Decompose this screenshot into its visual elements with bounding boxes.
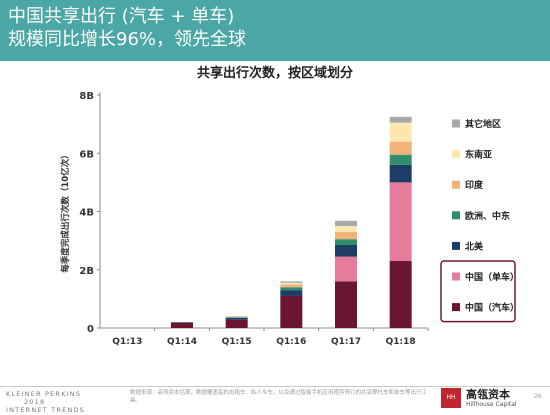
legend-swatch: [452, 211, 460, 220]
x-tick-label: Q1:16: [276, 337, 306, 347]
x-tick-label: Q1:13: [112, 337, 142, 347]
bar-segment: [335, 226, 357, 232]
x-tick-label: Q1:18: [386, 337, 416, 347]
page-subtitle: 规模同比增长96%，领先全球: [8, 29, 247, 50]
bar-segment: [225, 317, 248, 318]
y-tick-label: 4B: [79, 208, 94, 219]
footer-divider: [0, 386, 550, 387]
brand-report: INTERNET TRENDS: [6, 406, 85, 414]
bar-segment: [280, 284, 303, 288]
legend-label: 东南亚: [465, 149, 492, 161]
bar-segment: [389, 182, 412, 262]
x-tick-label: Q1:15: [222, 337, 252, 347]
bar-segment: [389, 122, 412, 142]
bar-segment: [389, 141, 412, 155]
bar-segment: [280, 295, 303, 328]
bar-segment: [335, 239, 357, 245]
bar-segment: [225, 316, 248, 318]
legend-label: 中国（汽车）: [465, 302, 519, 314]
hillhouse-logo-icon: HH: [441, 388, 461, 408]
bar-segment: [389, 164, 412, 183]
legend-label: 北美: [465, 240, 484, 252]
legend-swatch: [452, 303, 460, 312]
title-banner: 中国共享出行 (汽车 + 单车) 规模同比增长96%，领先全球: [0, 0, 550, 61]
bar-segment: [335, 231, 357, 240]
y-axis-label: 每季度完成出行次数（10亿次）: [60, 150, 71, 272]
x-tick-label: Q1:14: [167, 337, 197, 347]
bar-segment: [335, 256, 357, 282]
page-title: 中国共享出行 (汽车 + 单车): [8, 6, 235, 27]
legend-swatch: [452, 180, 460, 189]
chart-title: 共享出行次数，按区域划分: [197, 65, 353, 81]
x-tick-label: Q1:17: [331, 337, 361, 347]
legend-swatch: [452, 150, 460, 159]
y-tick-label: 0: [87, 324, 94, 335]
legend-swatch: [452, 272, 460, 281]
y-tick-label: 8B: [79, 91, 94, 102]
bar-segment: [171, 322, 193, 328]
stacked-bar-chart: 共享出行次数，按区域划分 0 2B 4B 6B 8B 每季度完成出行次数（10亿次） Q1:1…: [60, 65, 519, 347]
y-tick-label: 2B: [79, 266, 94, 277]
bar-segment: [335, 281, 357, 328]
bar-segment: [389, 261, 412, 328]
bar-segment: [280, 287, 303, 291]
legend-label: 其它地区: [465, 118, 501, 130]
bar-segment: [335, 244, 357, 257]
legend-label: 欧洲、中东: [465, 210, 510, 222]
legend-highlight-box: [440, 260, 516, 323]
bar-segment: [225, 317, 248, 320]
bar-segment: [280, 290, 303, 296]
page-number: 26: [534, 393, 542, 400]
brand-name: KLEINER PERKINS: [6, 390, 82, 398]
bar-segment: [389, 116, 412, 123]
bar-segment: [280, 281, 303, 283]
bar-segment: [225, 319, 248, 328]
bar-segment: [280, 282, 303, 285]
brand-year: 2018: [24, 398, 46, 406]
logo-chinese-name: 高瓴资本: [466, 388, 510, 401]
bar-segment: [389, 154, 412, 165]
legend-swatch: [452, 241, 460, 250]
bar-segment: [171, 322, 193, 323]
bar-segment: [335, 220, 357, 227]
legend-swatch: [452, 119, 460, 128]
legend-label: 印度: [465, 179, 484, 191]
source-note: 数据来源：高瓴资本估算，数据覆盖指的出租车、私人专车，以及通过智能手机应用程序预…: [130, 390, 428, 404]
legend-label: 中国（单车）: [465, 271, 519, 283]
y-tick-label: 6B: [79, 149, 94, 160]
logo-english-name: Hillhouse Capital: [466, 401, 517, 408]
